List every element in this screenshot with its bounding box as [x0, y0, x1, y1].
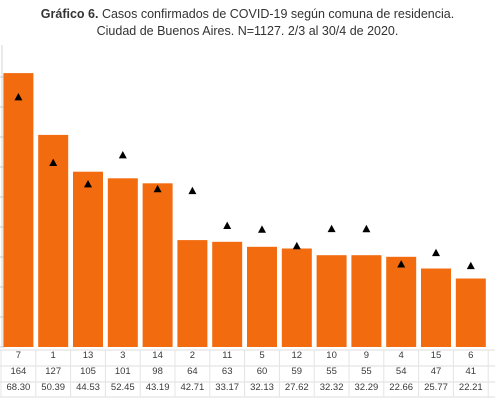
rate-marker: [49, 158, 58, 166]
bar: [281, 248, 312, 347]
chart-title: Gráfico 6. Casos confirmados de COVID-19…: [0, 6, 495, 23]
x-tick-label: 15: [431, 350, 442, 361]
table-cell-rate: 44.53: [76, 382, 100, 393]
bar: [212, 241, 243, 347]
chart-subtitle: Ciudad de Buenos Aires. N=1127. 2/3 al 3…: [96, 24, 399, 38]
rate-marker: [223, 221, 232, 229]
x-tick-label: 1: [51, 350, 56, 361]
x-tick-label: 4: [399, 350, 404, 361]
bar: [455, 278, 486, 347]
bar: [316, 255, 347, 347]
bar: [73, 171, 103, 347]
table-cell-rate: 68.30: [7, 382, 31, 393]
rate-marker: [14, 93, 23, 101]
table-cell-rate: 43.19: [146, 382, 170, 393]
x-tick-label: 14: [152, 350, 163, 361]
table-cell-rate: 42.71: [181, 382, 205, 393]
table-cell-rate: 50.39: [41, 382, 65, 393]
rate-marker: [466, 261, 475, 270]
bar: [386, 256, 417, 347]
bar: [107, 178, 138, 347]
table-cell-count: 127: [45, 366, 61, 377]
bar: [247, 246, 277, 347]
table-cell-count: 64: [187, 366, 198, 377]
bar: [142, 183, 173, 347]
table-cell-rate: 25.77: [424, 382, 448, 393]
x-tick-label: 6: [468, 350, 473, 361]
table-cell-rate: 22.66: [389, 382, 413, 393]
rate-marker: [362, 224, 371, 233]
x-tick-label: 2: [190, 350, 195, 361]
x-tick-label: 9: [364, 350, 369, 361]
rate-marker: [153, 184, 162, 193]
table-cell-count: 63: [222, 366, 233, 377]
rate-marker: [292, 241, 301, 250]
table-cell-rate: 22.21: [459, 382, 483, 393]
table-cell-rate: 33.17: [215, 382, 239, 393]
table-cell-count: 105: [80, 366, 96, 377]
table-cell-count: 55: [361, 366, 372, 377]
table-cell-count: 59: [292, 366, 303, 377]
rate-marker: [432, 248, 440, 257]
table-cell-count: 55: [326, 366, 337, 377]
bar: [3, 73, 34, 347]
rate-marker: [258, 225, 266, 233]
table-cell-rate: 32.32: [320, 382, 344, 393]
bar: [351, 255, 382, 347]
table-cell-count: 98: [152, 366, 163, 377]
table-cell-count: 101: [115, 366, 131, 377]
rate-marker: [118, 151, 127, 159]
table-cell-rate: 27.62: [285, 382, 309, 393]
rate-marker: [327, 224, 336, 233]
rate-marker: [397, 260, 406, 268]
chart-title-block: Gráfico 6. Casos confirmados de COVID-19…: [0, 6, 495, 40]
x-tick-label: 3: [120, 350, 125, 361]
table-cell-count: 54: [396, 366, 407, 377]
table-cell-rate: 52.45: [111, 382, 135, 393]
x-tick-label: 13: [83, 350, 94, 361]
table-cell-rate: 32.29: [355, 382, 379, 393]
x-tick-label: 10: [326, 350, 337, 361]
x-tick-label: 12: [292, 350, 303, 361]
table-cell-rate: 32.13: [250, 382, 274, 393]
table-cell-count: 164: [10, 366, 26, 377]
x-tick-label: 7: [16, 350, 21, 361]
bar: [421, 268, 451, 347]
bar: [177, 240, 208, 347]
rate-marker: [188, 186, 197, 195]
table-cell-count: 60: [257, 366, 268, 377]
chart-title-number: Gráfico 6.: [40, 7, 99, 21]
table-cell-count: 41: [466, 366, 477, 377]
x-tick-label: 5: [259, 350, 264, 361]
x-tick-label: 11: [222, 350, 232, 361]
table-cell-count: 47: [431, 366, 442, 377]
chart-title-text: Casos confirmados de COVID-19 según comu…: [101, 7, 455, 21]
rate-marker: [84, 180, 92, 188]
bar: [38, 134, 69, 347]
